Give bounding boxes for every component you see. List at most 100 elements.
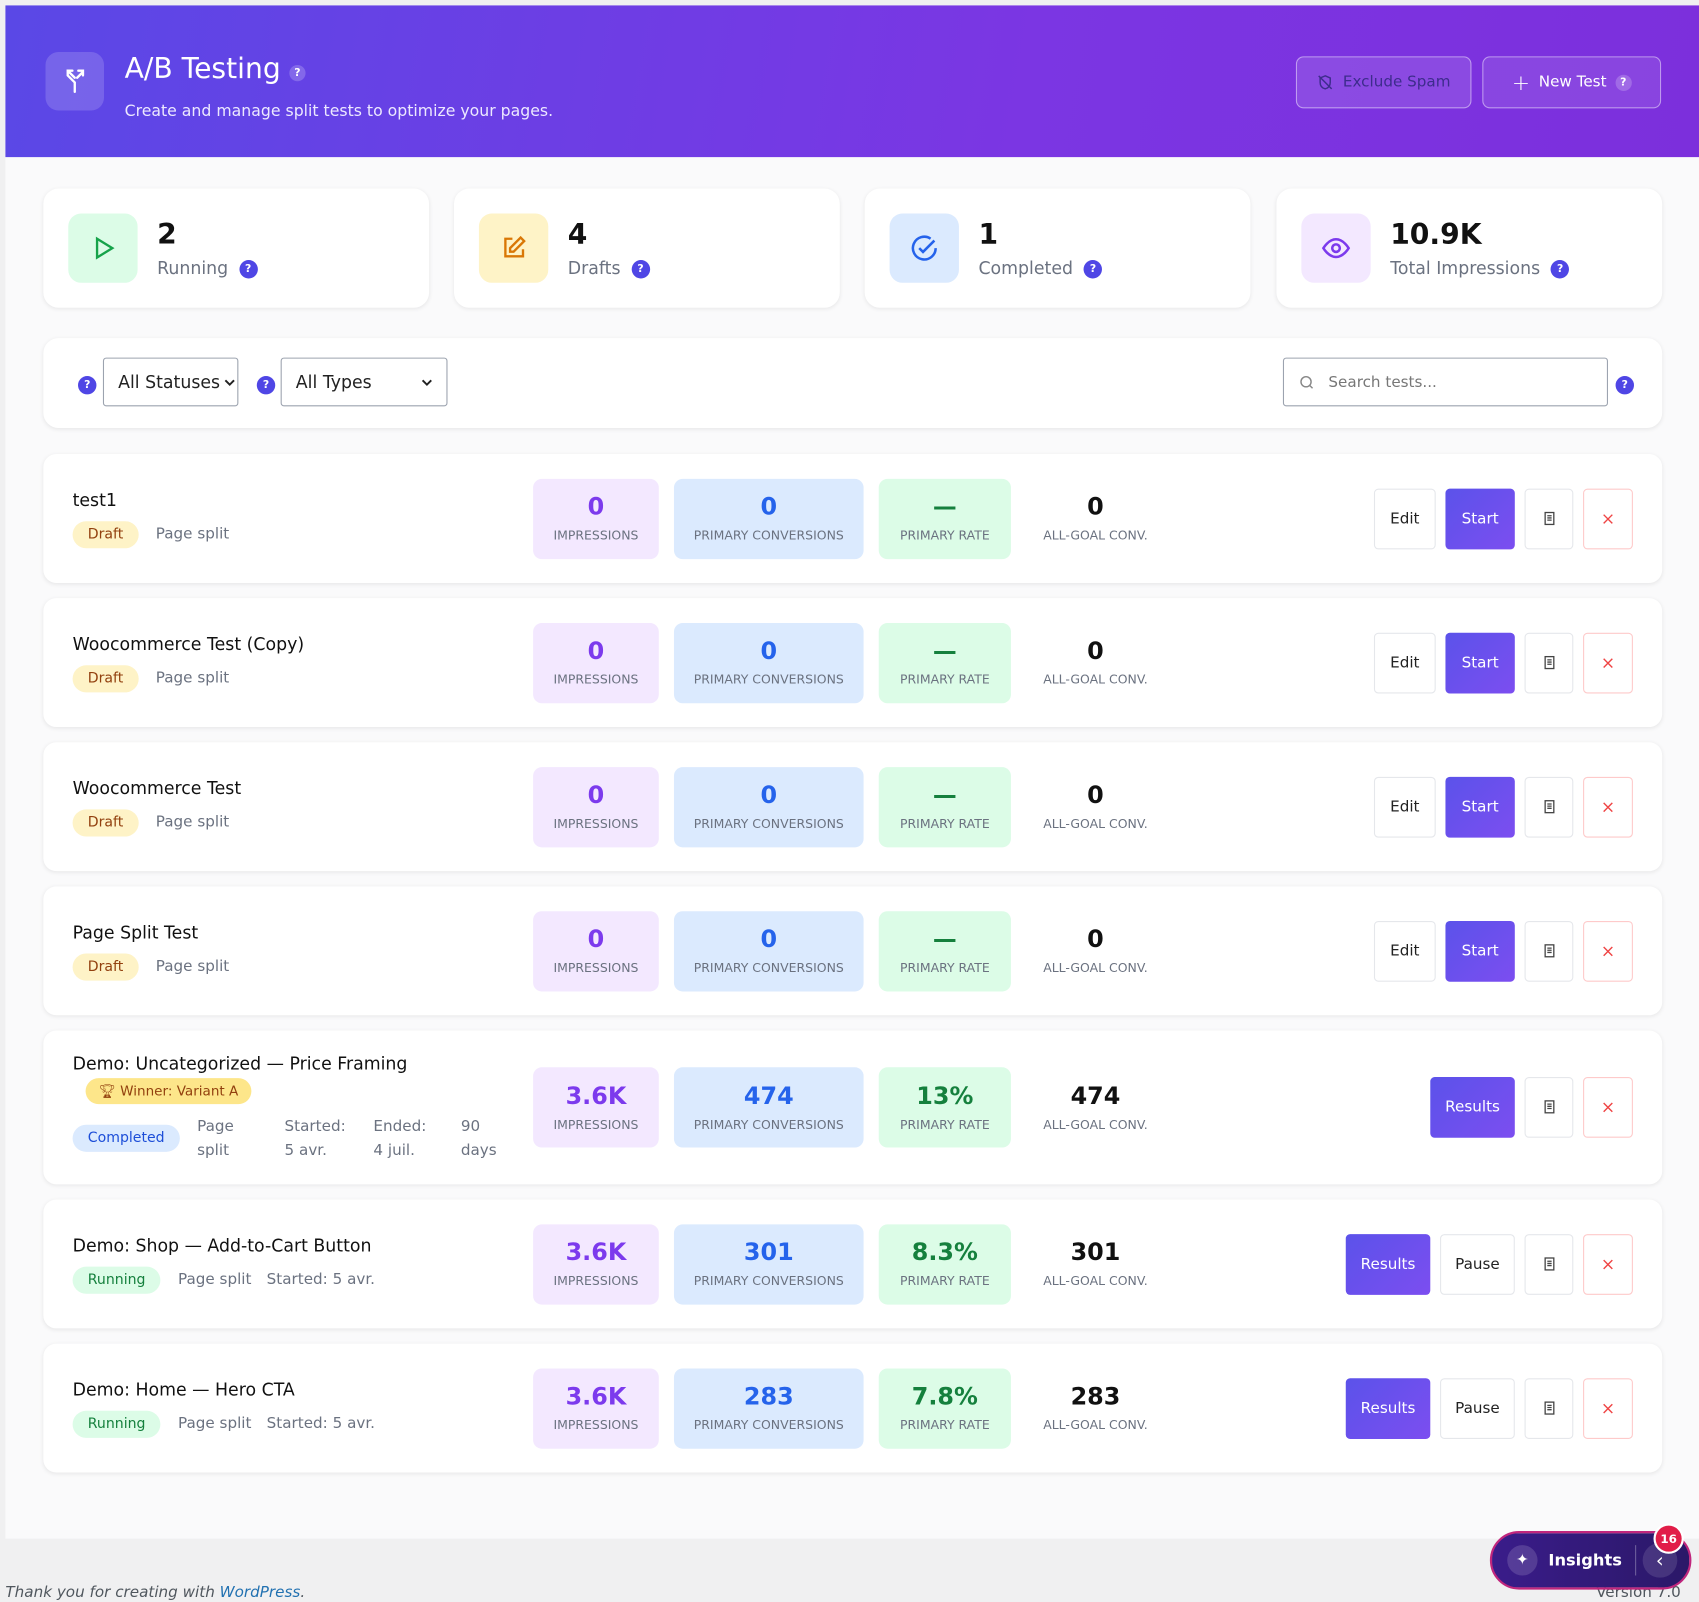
duplicate-button[interactable]: [1524, 1233, 1574, 1295]
action-button[interactable]: Edit: [1373, 488, 1436, 549]
action-button[interactable]: Pause: [1440, 1377, 1515, 1439]
metric-label: PRIMARY RATE: [899, 1417, 990, 1433]
placeholder: Search tests...: [1328, 373, 1437, 391]
winner-text: Winner: Variant A: [120, 1081, 239, 1099]
test-name: Demo: Shop — Add-to-Cart Button: [72, 1234, 372, 1256]
action-button[interactable]: Results: [1345, 1377, 1431, 1439]
delete-button[interactable]: [1583, 488, 1633, 549]
action-button[interactable]: Edit: [1373, 920, 1436, 982]
title: A/B Testing: [124, 53, 281, 86]
duplicate-button[interactable]: [1524, 1377, 1574, 1439]
action-button[interactable]: Start: [1445, 488, 1515, 549]
actions: Edit Start: [1373, 920, 1633, 982]
action-button[interactable]: Start: [1445, 920, 1515, 982]
meta-item: Page split: [178, 1415, 252, 1433]
metric-label: IMPRESSIONS: [553, 527, 639, 543]
duplicate-button[interactable]: [1524, 1077, 1574, 1138]
metric-label: PRIMARY RATE: [899, 671, 990, 687]
delete-button[interactable]: [1583, 1233, 1633, 1295]
metric-label: PRIMARY CONVERSIONS: [693, 527, 844, 543]
metric-label: PRIMARY RATE: [899, 815, 990, 832]
actions: Edit Start: [1373, 488, 1633, 549]
metric: 0 IMPRESSIONS: [533, 478, 659, 559]
metric-label: PRIMARY CONVERSIONS: [693, 815, 844, 832]
meta-line: Draft Page split: [72, 952, 534, 981]
action-button[interactable]: Edit: [1373, 632, 1436, 693]
meta-item: 90 days: [460, 1117, 497, 1159]
action-button[interactable]: Results: [1345, 1233, 1431, 1295]
metric-value: 0: [587, 638, 605, 666]
stat-label: Drafts?: [568, 258, 650, 279]
delete-button[interactable]: [1583, 920, 1633, 982]
help[interactable]: ?: [238, 260, 258, 279]
footer-text: Thank you for creating with WordPress.: [5, 1584, 305, 1601]
action-button[interactable]: Pause: [1440, 1233, 1515, 1295]
help[interactable]: ?: [631, 260, 650, 279]
metric: 0 ALL-GOAL CONV.: [1026, 767, 1165, 847]
exclude-spam-button[interactable]: Exclude Spam: [1295, 56, 1472, 109]
help[interactable]: ?: [1083, 260, 1103, 279]
meta-item: Page split: [155, 813, 230, 832]
footer-link[interactable]: WordPress: [219, 1584, 301, 1602]
status-select[interactable]: All Statuses: [102, 357, 239, 407]
action-button[interactable]: Start: [1445, 632, 1515, 693]
duplicate-button[interactable]: [1524, 920, 1574, 982]
metric: 3.6K IMPRESSIONS: [533, 1223, 659, 1305]
metric-value: —: [932, 494, 957, 522]
metric: 0 ALL-GOAL CONV.: [1026, 911, 1165, 991]
metric-label: IMPRESSIONS: [553, 960, 639, 976]
help[interactable]: ?: [289, 65, 306, 82]
delete-button[interactable]: [1583, 776, 1633, 838]
name-column: Demo: Home — Hero CTA Running Page split St…: [72, 1379, 534, 1438]
stat-label: Completed?: [978, 258, 1103, 279]
duplicate-button[interactable]: [1524, 776, 1574, 838]
metric: 474 PRIMARY CONVERSIONS: [673, 1067, 864, 1148]
new-test-button[interactable]: + New Test ?: [1482, 56, 1662, 109]
metric-label: PRIMARY CONVERSIONS: [693, 671, 844, 687]
help[interactable]: ?: [1615, 375, 1634, 395]
action-button[interactable]: Start: [1445, 776, 1515, 838]
stat-icon: [889, 213, 959, 283]
insights-button[interactable]: ✦ Insights ‹: [1489, 1531, 1692, 1590]
metric-value: 0: [760, 926, 778, 954]
status-badge: Running: [72, 1410, 161, 1438]
metric: 0 ALL-GOAL CONV.: [1026, 478, 1165, 558]
metric-label: ALL-GOAL CONV.: [1043, 960, 1148, 976]
help[interactable]: ?: [1615, 74, 1632, 91]
metric-label: ALL-GOAL CONV.: [1043, 815, 1148, 832]
help[interactable]: ?: [256, 375, 276, 395]
duplicate-button[interactable]: [1524, 488, 1574, 549]
metric: 0 IMPRESSIONS: [533, 622, 659, 703]
meta-line: Draft Page split: [72, 520, 534, 548]
actions: Results Pause: [1345, 1377, 1633, 1439]
metric: 0 ALL-GOAL CONV.: [1026, 622, 1165, 702]
metric-value: 0: [587, 494, 605, 522]
meta-item: Ended: 4 juil.: [373, 1117, 427, 1159]
meta-item: Page split: [155, 669, 230, 687]
metric: — PRIMARY RATE: [878, 910, 1011, 991]
help[interactable]: ?: [78, 375, 97, 395]
action-button[interactable]: Results: [1430, 1077, 1515, 1138]
type-select[interactable]: All Types: [280, 357, 448, 407]
metric-label: IMPRESSIONS: [553, 1417, 639, 1433]
search-input[interactable]: Search tests...: [1282, 357, 1608, 407]
name-column: Woocommerce Test Draft Page split: [72, 777, 534, 836]
metric-label: PRIMARY RATE: [899, 960, 990, 976]
meta-item: Page split: [197, 1117, 234, 1159]
action-button[interactable]: Edit: [1373, 776, 1436, 838]
metric-label: IMPRESSIONS: [553, 671, 639, 687]
status-badge: Draft: [72, 952, 139, 981]
meta-item: Started: 5 avr.: [266, 1415, 376, 1433]
duplicate-button[interactable]: [1524, 632, 1574, 693]
metric-value: 0: [1087, 494, 1104, 522]
delete-button[interactable]: [1583, 1077, 1633, 1138]
metric-value: 7.8%: [911, 1383, 978, 1411]
help[interactable]: ?: [1550, 260, 1570, 279]
metric-value: 474: [743, 1083, 794, 1111]
stat-value: 1: [978, 218, 999, 252]
actions: Results: [1430, 1077, 1633, 1138]
delete-button[interactable]: [1583, 632, 1633, 693]
status-badge: Draft: [72, 664, 139, 692]
delete-button[interactable]: [1583, 1377, 1633, 1439]
